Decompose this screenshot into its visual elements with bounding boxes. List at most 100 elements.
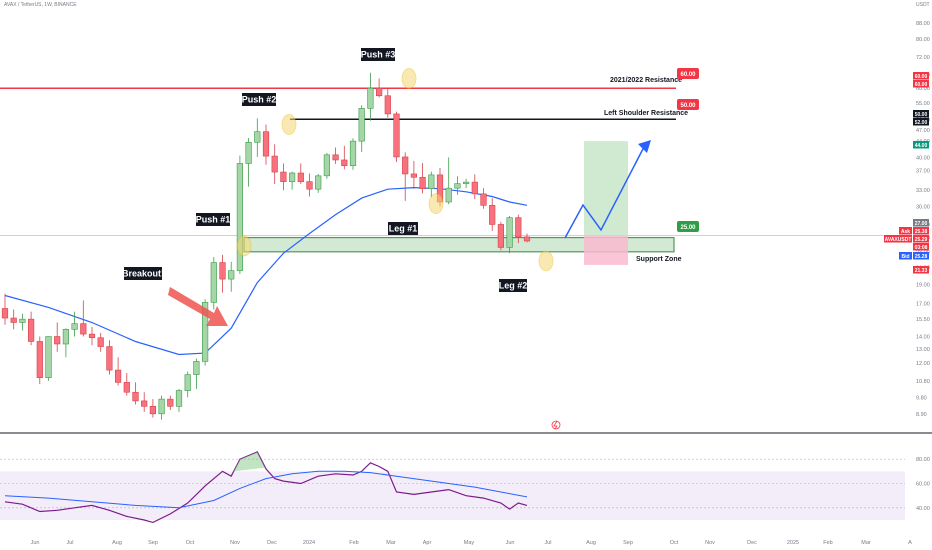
rsi-tick-label: 80.00 bbox=[916, 457, 930, 463]
candle bbox=[175, 390, 183, 407]
y-tick-label: 12.00 bbox=[916, 361, 930, 367]
x-tick-label: Nov bbox=[705, 540, 715, 546]
label-push-2: Push #2 bbox=[242, 95, 277, 105]
x-tick-label: Aug bbox=[586, 540, 596, 546]
label-leg-2-box bbox=[499, 279, 527, 292]
y-tick-label: 33.00 bbox=[916, 188, 930, 194]
candle bbox=[445, 187, 452, 203]
price-chip-text: 50.00 bbox=[915, 112, 928, 118]
price-chip-text: Bid bbox=[901, 254, 909, 260]
flash-icon-glyph bbox=[553, 420, 558, 430]
candle bbox=[71, 323, 78, 330]
candle bbox=[367, 87, 374, 109]
candle bbox=[306, 181, 313, 190]
y-tick-label: 9.80 bbox=[916, 395, 927, 401]
price-chip bbox=[913, 219, 929, 227]
price-chip-text: 60.00 bbox=[915, 82, 928, 88]
label-breakout-box bbox=[124, 267, 162, 280]
label-push-3-box bbox=[361, 48, 395, 61]
rsi-tick-label: 60.00 bbox=[916, 482, 930, 488]
y-tick-label: 88.00 bbox=[916, 21, 930, 27]
rsi-signal-line bbox=[4, 470, 528, 509]
currency-label: USDT bbox=[916, 2, 930, 8]
candle bbox=[149, 406, 157, 415]
breakout-arrow bbox=[168, 287, 228, 326]
x-tick-label: Nov bbox=[230, 540, 240, 546]
price-chip-text: 44.00 bbox=[915, 143, 928, 149]
candle bbox=[523, 236, 531, 242]
candle bbox=[88, 333, 96, 339]
y-tick-label: 10.80 bbox=[916, 379, 930, 385]
level-tag-25-box bbox=[677, 221, 699, 232]
candle bbox=[480, 193, 487, 206]
y-tick-label: 40.00 bbox=[916, 155, 930, 161]
price-chip-text: 25.38 bbox=[915, 229, 928, 235]
label-support-zone: Support Zone bbox=[636, 256, 682, 263]
x-tick-label: Mar bbox=[861, 540, 871, 546]
x-tick-label: A bbox=[908, 540, 912, 546]
y-tick-label: 14.00 bbox=[916, 335, 930, 341]
y-tick-label: 17.00 bbox=[916, 301, 930, 307]
candle bbox=[158, 398, 165, 415]
price-chip bbox=[913, 252, 929, 260]
candle bbox=[462, 181, 470, 184]
x-tick-label: Feb bbox=[349, 540, 358, 546]
candle bbox=[97, 337, 104, 347]
candle bbox=[10, 317, 17, 323]
moving-average-line bbox=[4, 186, 528, 356]
y-tick-label: 19.00 bbox=[916, 282, 930, 288]
rsi-overbought-fill bbox=[232, 451, 266, 472]
candle bbox=[62, 329, 69, 345]
candle bbox=[471, 181, 478, 195]
label-push-1: Push #1 bbox=[196, 215, 231, 225]
candle bbox=[323, 154, 331, 177]
leg-2-marker bbox=[538, 250, 554, 272]
x-tick-label: May bbox=[464, 540, 475, 546]
candle bbox=[315, 175, 322, 190]
candle bbox=[349, 140, 357, 166]
x-tick-label: Sep bbox=[148, 540, 158, 546]
candle bbox=[454, 183, 461, 189]
forecast-path bbox=[564, 144, 646, 239]
push-1-marker bbox=[236, 235, 252, 257]
price-chip bbox=[913, 227, 929, 235]
symbol-header: AVAX / TetherUS, 1W, BINANCE bbox=[4, 2, 77, 8]
candle bbox=[236, 163, 244, 271]
label-left-shoulder-resistance: Left Shoulder Resistance bbox=[604, 110, 688, 117]
candle bbox=[245, 141, 252, 164]
price-chip bbox=[913, 243, 929, 251]
x-tick-label: 2024 bbox=[303, 540, 315, 546]
price-chip bbox=[913, 72, 929, 80]
x-tick-label: Jul bbox=[66, 540, 73, 546]
price-chip bbox=[913, 110, 929, 118]
candle bbox=[428, 174, 435, 189]
candle bbox=[393, 113, 400, 158]
push-3-marker bbox=[401, 68, 417, 89]
price-chip bbox=[899, 252, 912, 260]
candle bbox=[219, 262, 226, 280]
x-tick-label: Apr bbox=[423, 540, 432, 546]
candle bbox=[384, 95, 391, 115]
candle bbox=[358, 108, 365, 142]
price-chip bbox=[913, 118, 929, 126]
x-tick-label: Jul bbox=[544, 540, 551, 546]
candle bbox=[115, 369, 122, 383]
candle bbox=[419, 176, 426, 189]
level-tag-60-box bbox=[677, 68, 699, 79]
price-chip-text: Ask bbox=[901, 229, 910, 235]
push-2-marker bbox=[281, 114, 297, 135]
level-tag-50: 50.00 bbox=[680, 103, 696, 109]
price-chip-text: 25.29 bbox=[915, 237, 928, 243]
flash-icon bbox=[551, 420, 561, 430]
candle bbox=[254, 131, 261, 143]
candle bbox=[80, 323, 87, 335]
price-chip-text: 52.00 bbox=[915, 120, 928, 126]
candle bbox=[106, 346, 113, 371]
candle bbox=[19, 318, 26, 323]
candle bbox=[132, 391, 139, 402]
label-leg-1: Leg #1 bbox=[389, 224, 418, 234]
price-chip bbox=[913, 235, 929, 243]
candle bbox=[27, 318, 35, 342]
candle bbox=[410, 173, 418, 178]
